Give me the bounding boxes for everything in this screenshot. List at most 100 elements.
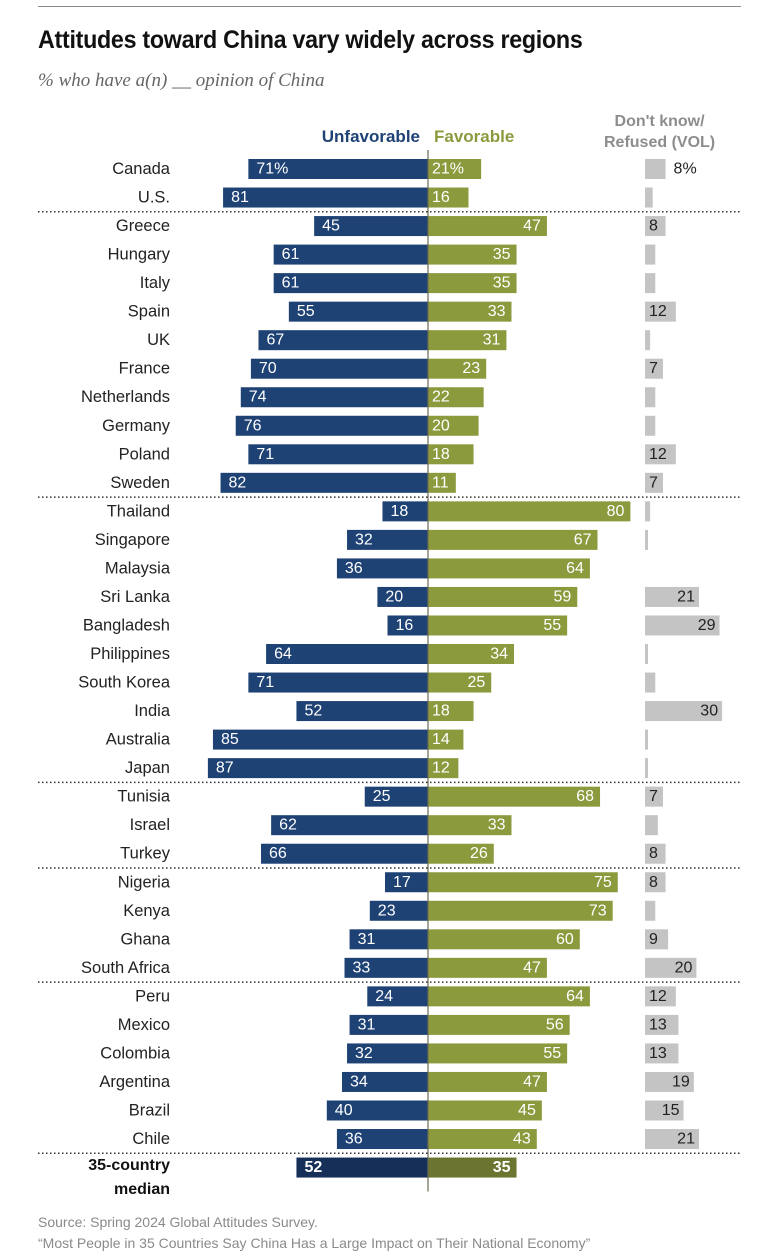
bar-unfavorable bbox=[261, 843, 428, 864]
bar-dont-know bbox=[645, 1100, 684, 1121]
bar-favorable bbox=[428, 729, 464, 750]
chart-subtitle: % who have a(n) __ opinion of China bbox=[38, 70, 325, 91]
value-unfavorable: 16 bbox=[396, 617, 414, 634]
bar-favorable bbox=[428, 644, 515, 665]
bar-unfavorable bbox=[212, 729, 428, 750]
value-unfavorable: 36 bbox=[345, 560, 363, 577]
value-unfavorable: 32 bbox=[355, 531, 373, 548]
value-unfavorable: 62 bbox=[279, 817, 297, 834]
bar-unfavorable bbox=[377, 586, 428, 607]
value-dont-know: 8 bbox=[649, 874, 658, 891]
bar-unfavorable bbox=[223, 187, 428, 208]
bar-dont-know bbox=[645, 387, 656, 408]
value-unfavorable: 76 bbox=[244, 417, 262, 434]
country-label: UK bbox=[147, 331, 170, 349]
value-favorable: 75 bbox=[594, 874, 612, 891]
value-unfavorable: 64 bbox=[274, 646, 292, 663]
value-favorable: 80 bbox=[607, 503, 625, 520]
country-label: Israel bbox=[130, 816, 170, 834]
value-unfavorable: 67 bbox=[266, 332, 284, 349]
value-unfavorable: 33 bbox=[353, 959, 371, 976]
bar-unfavorable bbox=[349, 929, 428, 950]
value-dont-know: 21 bbox=[677, 1131, 695, 1148]
country-label: Spain bbox=[128, 303, 170, 321]
bar-dont-know bbox=[645, 758, 648, 779]
country-label: Sri Lanka bbox=[100, 588, 171, 606]
value-favorable: 47 bbox=[523, 959, 541, 976]
bar-unfavorable bbox=[387, 615, 428, 636]
bar-unfavorable bbox=[336, 558, 428, 579]
bar-dont-know bbox=[645, 957, 697, 978]
value-dont-know: 9 bbox=[649, 931, 658, 948]
value-favorable: 45 bbox=[518, 1102, 536, 1119]
country-label: Japan bbox=[125, 759, 170, 777]
country-label: Canada bbox=[112, 160, 171, 178]
bar-dont-know bbox=[645, 843, 666, 864]
country-label: Thailand bbox=[107, 502, 170, 520]
value-favorable: 47 bbox=[523, 1073, 541, 1090]
bar-unfavorable bbox=[207, 758, 428, 779]
value-favorable: 18 bbox=[432, 703, 450, 720]
value-favorable: 55 bbox=[543, 1045, 561, 1062]
bar-favorable bbox=[428, 187, 469, 208]
value-favorable: 56 bbox=[546, 1016, 564, 1033]
value-favorable: 34 bbox=[490, 646, 508, 663]
bar-favorable bbox=[428, 159, 482, 179]
value-dont-know: 21 bbox=[677, 588, 695, 605]
country-label: Germany bbox=[102, 417, 171, 435]
value-favorable: 33 bbox=[488, 817, 506, 834]
median-bar-unfavorable bbox=[296, 1157, 428, 1178]
bar-favorable bbox=[428, 872, 618, 893]
country-label: Chile bbox=[132, 1130, 170, 1148]
bar-favorable bbox=[428, 301, 512, 322]
bar-favorable bbox=[428, 1014, 570, 1035]
value-favorable: 14 bbox=[432, 731, 450, 748]
legend-dont-know-line-2: Refused (VOL) bbox=[604, 134, 716, 151]
legend-dont-know: Don't know/ Refused (VOL) bbox=[604, 111, 715, 153]
country-label: Poland bbox=[119, 445, 170, 463]
median-value-favorable: 35 bbox=[493, 1159, 511, 1176]
country-label: Hungary bbox=[108, 246, 171, 264]
bar-dont-know bbox=[645, 330, 651, 351]
source-note: Source: Spring 2024 Global Attitudes Sur… bbox=[38, 1214, 318, 1230]
bar-unfavorable bbox=[273, 244, 428, 265]
value-dont-know: 8 bbox=[649, 218, 658, 235]
bar-unfavorable bbox=[248, 672, 428, 693]
bar-favorable bbox=[428, 529, 598, 550]
value-favorable: 60 bbox=[556, 931, 574, 948]
bar-dont-know bbox=[645, 472, 663, 493]
bar-dont-know bbox=[645, 1014, 679, 1035]
bar-favorable bbox=[428, 786, 601, 807]
value-dont-know: 12 bbox=[649, 988, 667, 1005]
bar-unfavorable bbox=[367, 986, 428, 1007]
bar-unfavorable bbox=[296, 701, 428, 722]
country-label: Kenya bbox=[123, 902, 171, 920]
country-label: Malaysia bbox=[105, 559, 171, 577]
value-favorable: 25 bbox=[467, 674, 485, 691]
bar-dont-know bbox=[645, 586, 699, 607]
bar-unfavorable bbox=[288, 301, 428, 322]
value-unfavorable: 23 bbox=[378, 902, 396, 919]
value-favorable: 31 bbox=[483, 332, 501, 349]
bar-favorable bbox=[428, 758, 459, 779]
country-label: Mexico bbox=[118, 1016, 170, 1034]
value-favorable: 68 bbox=[576, 788, 594, 805]
bar-unfavorable bbox=[369, 900, 428, 921]
country-label: Netherlands bbox=[81, 388, 170, 406]
value-favorable: 11 bbox=[432, 474, 449, 491]
bar-dont-know bbox=[645, 986, 676, 1007]
value-favorable: 64 bbox=[566, 560, 584, 577]
bar-favorable bbox=[428, 501, 631, 522]
bar-dont-know bbox=[645, 501, 651, 522]
country-label: Singapore bbox=[95, 531, 170, 549]
bar-unfavorable bbox=[384, 872, 428, 893]
value-dont-know: 12 bbox=[649, 446, 667, 463]
value-favorable: 35 bbox=[493, 246, 511, 263]
country-label: Australia bbox=[106, 731, 171, 749]
value-favorable: 18 bbox=[432, 446, 450, 463]
median-label-line-2: median bbox=[114, 1181, 170, 1198]
bar-unfavorable bbox=[326, 1100, 428, 1121]
value-favorable: 43 bbox=[513, 1131, 531, 1148]
country-label: Turkey bbox=[120, 845, 171, 863]
